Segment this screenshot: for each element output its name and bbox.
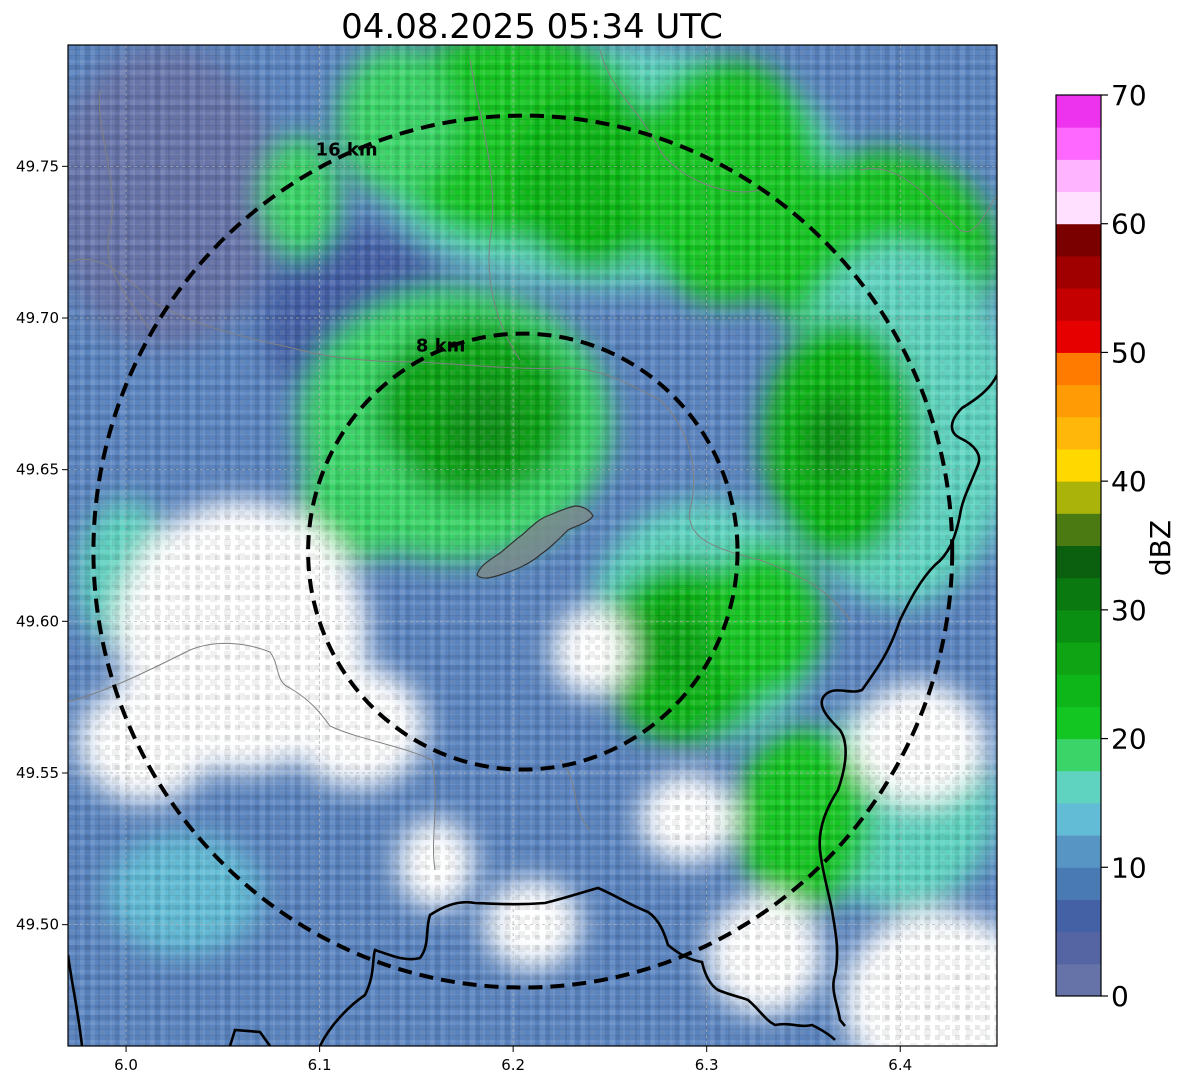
range-ring-label-8-km: 8 km <box>416 336 466 357</box>
map-area: 8 km 16 km 6.0 6.1 6.2 6.3 6.4 49.50 49.55 49.6… <box>16 44 998 1074</box>
lon-tick-label-6.4: 6.4 <box>888 1056 912 1074</box>
colorbar-label: dBZ <box>1144 520 1177 576</box>
lat-tick-label-49.50: 49.50 <box>16 916 59 934</box>
map-title: 04.08.2025 05:34 UTC <box>341 7 723 47</box>
admin-boundary-1 <box>68 643 433 761</box>
colorbar-tick-label-70: 70 <box>1111 79 1147 112</box>
range-ring-8-km <box>306 331 740 772</box>
colorbar-bin-10 <box>1056 642 1101 675</box>
colorbar-bin-13 <box>1056 545 1101 579</box>
range-ring-16-km <box>91 113 955 990</box>
colorbar-bin-19 <box>1056 352 1101 386</box>
admin-boundary-6 <box>469 59 521 361</box>
colorbar-bin-18 <box>1056 384 1101 418</box>
colorbar-bin-16 <box>1056 448 1101 482</box>
colorbar-tick-label-20: 20 <box>1111 723 1147 756</box>
country-border-south <box>68 886 836 1046</box>
admin-boundary-3 <box>98 89 151 331</box>
colorbar-bin-9 <box>1056 674 1101 707</box>
country-border-east <box>818 374 997 1027</box>
colorbar-bin-7 <box>1056 738 1101 772</box>
colorbar-ticks: 0 10 20 30 40 50 60 70 <box>1101 79 1147 1013</box>
colorbar-bin-11 <box>1056 609 1101 643</box>
colorbar-tick-label-60: 60 <box>1111 208 1147 241</box>
colorbar-bins <box>1056 95 1101 997</box>
colorbar-tick-label-30: 30 <box>1111 594 1147 627</box>
colorbar-bin-0 <box>1056 963 1101 997</box>
colorbar-tick-label-40: 40 <box>1111 465 1147 498</box>
colorbar-bin-15 <box>1056 481 1101 514</box>
latitude-axis: 49.50 49.55 49.60 49.65 49.70 49.75 <box>16 157 68 934</box>
map-frame <box>67 44 998 1047</box>
colorbar-bin-24 <box>1056 191 1101 225</box>
colorbar-bin-8 <box>1056 706 1101 740</box>
lat-tick-label-49.65: 49.65 <box>16 461 59 479</box>
lat-tick-label-49.60: 49.60 <box>16 612 59 630</box>
longitude-axis: 6.0 6.1 6.2 6.3 6.4 <box>114 1046 912 1074</box>
lon-tick-label-6.1: 6.1 <box>308 1056 332 1074</box>
colorbar-tick-label-10: 10 <box>1111 851 1147 884</box>
colorbar-bin-3 <box>1056 867 1101 900</box>
colorbar-tick-label-0: 0 <box>1111 980 1129 1013</box>
lat-tick-label-49.75: 49.75 <box>16 157 59 175</box>
colorbar-bin-21 <box>1056 288 1101 321</box>
colorbar-tick-label-50: 50 <box>1111 336 1147 369</box>
admin-boundaries <box>68 49 997 871</box>
lat-tick-label-49.70: 49.70 <box>16 309 59 327</box>
colorbar-bin-25 <box>1056 159 1101 193</box>
lat-tick-label-49.55: 49.55 <box>16 764 59 782</box>
lon-tick-label-6.0: 6.0 <box>114 1056 138 1074</box>
admin-boundary-2 <box>68 258 661 401</box>
admin-boundary-8 <box>599 49 761 193</box>
colorbar: 0 10 20 30 40 50 60 70 dBZ <box>1055 79 1177 1013</box>
colorbar-bin-5 <box>1056 802 1101 836</box>
colorbar-frame <box>1055 94 1102 997</box>
colorbar-bin-22 <box>1056 255 1101 289</box>
lon-tick-label-6.3: 6.3 <box>695 1056 719 1074</box>
colorbar-bin-1 <box>1056 931 1101 965</box>
colorbar-bin-17 <box>1056 416 1101 450</box>
city-polygon <box>476 505 594 579</box>
colorbar-bin-12 <box>1056 577 1101 611</box>
colorbar-bin-4 <box>1056 835 1101 868</box>
admin-boundary-5 <box>659 399 851 621</box>
colorbar-bin-26 <box>1056 127 1101 160</box>
colorbar-bin-23 <box>1056 223 1101 257</box>
range-ring-label-16-km: 16 km <box>316 140 378 161</box>
colorbar-bin-6 <box>1056 770 1101 804</box>
admin-boundary-7 <box>859 168 997 233</box>
colorbar-bin-27 <box>1056 95 1101 128</box>
range-rings: 8 km 16 km <box>91 113 955 990</box>
colorbar-bin-20 <box>1056 320 1101 353</box>
lon-tick-label-6.2: 6.2 <box>501 1056 525 1074</box>
colorbar-bin-14 <box>1056 513 1101 546</box>
colorbar-bin-2 <box>1056 899 1101 933</box>
country-borders <box>68 374 997 1046</box>
